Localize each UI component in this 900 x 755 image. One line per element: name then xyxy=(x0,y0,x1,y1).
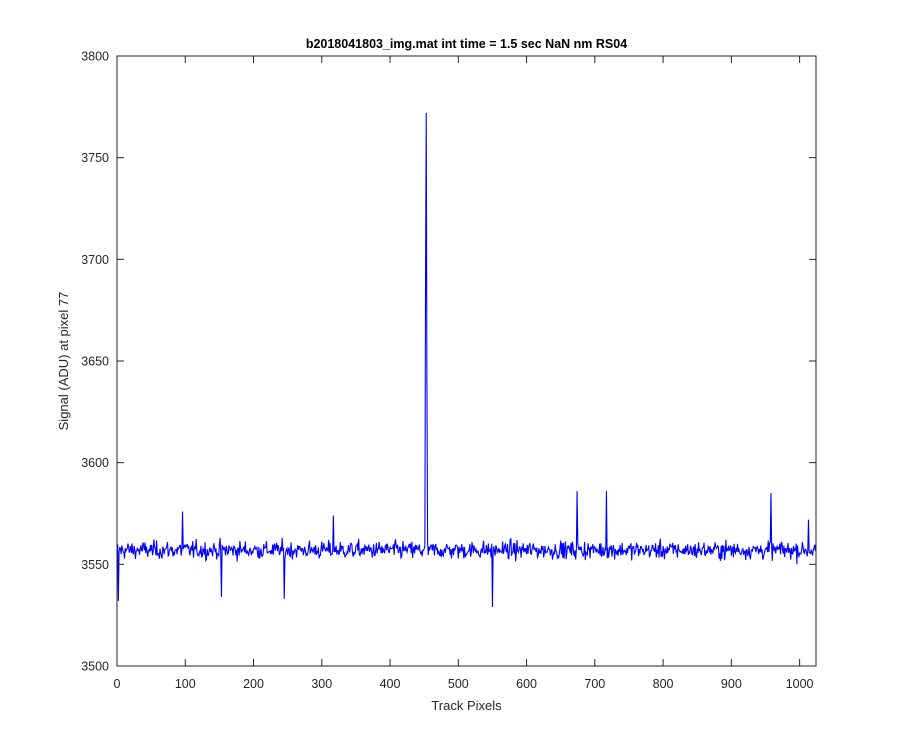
y-tick-label: 3500 xyxy=(81,660,109,674)
plot-area xyxy=(117,56,816,666)
x-tick-label: 300 xyxy=(311,677,332,691)
y-tick-label: 3650 xyxy=(81,355,109,369)
x-tick-label: 600 xyxy=(516,677,537,691)
y-tick-label: 3550 xyxy=(81,558,109,572)
x-tick-label: 1000 xyxy=(786,677,814,691)
x-tick-label: 800 xyxy=(653,677,674,691)
x-tick-label: 0 xyxy=(114,677,121,691)
y-tick-label: 3700 xyxy=(81,253,109,267)
x-axis-label: Track Pixels xyxy=(431,698,502,713)
y-tick-label: 3800 xyxy=(81,50,109,64)
x-tick-label: 100 xyxy=(175,677,196,691)
x-tick-label: 900 xyxy=(721,677,742,691)
y-tick-label: 3600 xyxy=(81,456,109,470)
x-tick-label: 200 xyxy=(243,677,264,691)
y-tick-label: 3750 xyxy=(81,151,109,165)
plot-frame xyxy=(116,55,817,667)
x-tick-label: 500 xyxy=(448,677,469,691)
chart-title: b2018041803_img.mat int time = 1.5 sec N… xyxy=(306,37,627,51)
x-tick-label: 700 xyxy=(584,677,605,691)
ticks-layer: 0 100 200 300 400 500 600 700 800 900 1000 3500 3550… xyxy=(81,50,816,691)
series-layer xyxy=(117,112,817,608)
x-tick-label: 400 xyxy=(380,677,401,691)
signal-series-line xyxy=(117,112,817,608)
y-axis-label: Signal (ADU) at pixel 77 xyxy=(56,292,71,431)
